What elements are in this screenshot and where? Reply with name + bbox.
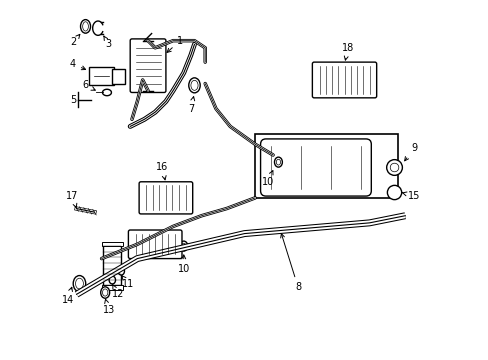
Ellipse shape	[181, 243, 185, 249]
Bar	[112, 69, 124, 84]
Circle shape	[386, 185, 401, 200]
Ellipse shape	[118, 267, 124, 275]
Ellipse shape	[180, 241, 187, 251]
FancyBboxPatch shape	[130, 39, 165, 93]
Text: 11: 11	[122, 276, 134, 289]
Ellipse shape	[276, 159, 280, 165]
Ellipse shape	[190, 80, 198, 90]
Ellipse shape	[75, 278, 83, 289]
Ellipse shape	[101, 287, 109, 298]
Text: 3: 3	[103, 36, 112, 49]
Bar	[102, 242, 123, 246]
Text: 12: 12	[111, 284, 123, 299]
Text: 6: 6	[82, 80, 95, 90]
Ellipse shape	[274, 157, 282, 167]
Text: 10: 10	[177, 255, 189, 274]
Ellipse shape	[188, 78, 200, 93]
Text: 10: 10	[261, 171, 273, 187]
Text: 4: 4	[70, 59, 85, 70]
Text: 8: 8	[280, 234, 301, 292]
Bar	[255, 134, 397, 198]
Ellipse shape	[109, 276, 115, 284]
Text: 13: 13	[102, 299, 115, 315]
Text: 18: 18	[341, 43, 353, 60]
Text: 16: 16	[156, 162, 168, 180]
Circle shape	[389, 163, 398, 172]
Text: 1: 1	[167, 36, 183, 53]
Ellipse shape	[102, 289, 108, 296]
Ellipse shape	[81, 19, 90, 33]
Circle shape	[386, 159, 402, 175]
Ellipse shape	[73, 275, 85, 292]
Text: 2: 2	[70, 34, 80, 48]
Bar	[103, 244, 121, 287]
Text: 17: 17	[66, 191, 79, 208]
Text: 5: 5	[70, 95, 77, 105]
FancyBboxPatch shape	[139, 182, 192, 214]
Text: 7: 7	[187, 96, 194, 113]
Text: 15: 15	[402, 191, 420, 201]
FancyBboxPatch shape	[312, 62, 376, 98]
Text: 9: 9	[404, 143, 416, 161]
Bar	[89, 67, 114, 85]
FancyBboxPatch shape	[128, 230, 182, 258]
Text: 14: 14	[61, 287, 74, 305]
Bar	[102, 285, 123, 290]
FancyBboxPatch shape	[260, 139, 370, 196]
Ellipse shape	[82, 22, 88, 31]
